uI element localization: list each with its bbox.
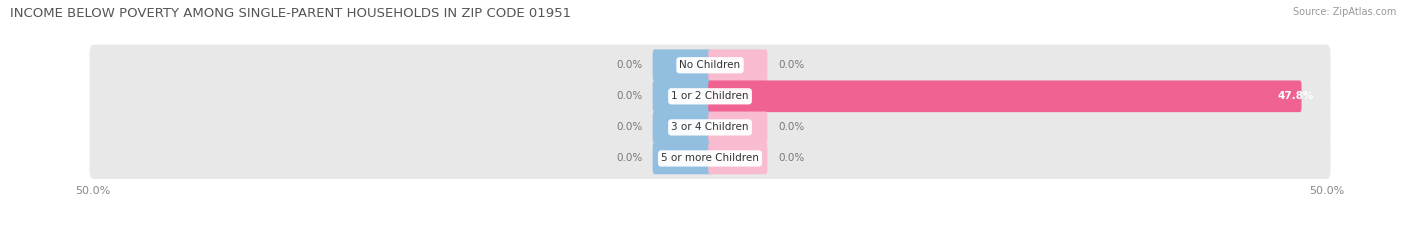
Text: 0.0%: 0.0% [778,122,804,132]
Text: 5 or more Children: 5 or more Children [661,154,759,163]
FancyBboxPatch shape [90,138,1330,179]
Text: Source: ZipAtlas.com: Source: ZipAtlas.com [1292,7,1396,17]
Text: 0.0%: 0.0% [778,154,804,163]
FancyBboxPatch shape [90,76,1330,117]
FancyBboxPatch shape [652,143,711,174]
Text: 47.8%: 47.8% [1278,91,1315,101]
FancyBboxPatch shape [709,112,768,143]
Text: 0.0%: 0.0% [616,60,643,70]
FancyBboxPatch shape [709,49,768,81]
FancyBboxPatch shape [652,112,711,143]
Text: No Children: No Children [679,60,741,70]
Text: 0.0%: 0.0% [616,91,643,101]
Text: 0.0%: 0.0% [778,60,804,70]
FancyBboxPatch shape [709,80,1302,112]
Text: 0.0%: 0.0% [616,122,643,132]
Text: 3 or 4 Children: 3 or 4 Children [671,122,749,132]
FancyBboxPatch shape [90,107,1330,148]
FancyBboxPatch shape [652,49,711,81]
Text: INCOME BELOW POVERTY AMONG SINGLE-PARENT HOUSEHOLDS IN ZIP CODE 01951: INCOME BELOW POVERTY AMONG SINGLE-PARENT… [10,7,571,20]
Text: 1 or 2 Children: 1 or 2 Children [671,91,749,101]
FancyBboxPatch shape [652,80,711,112]
FancyBboxPatch shape [709,143,768,174]
FancyBboxPatch shape [90,45,1330,86]
Text: 0.0%: 0.0% [616,154,643,163]
